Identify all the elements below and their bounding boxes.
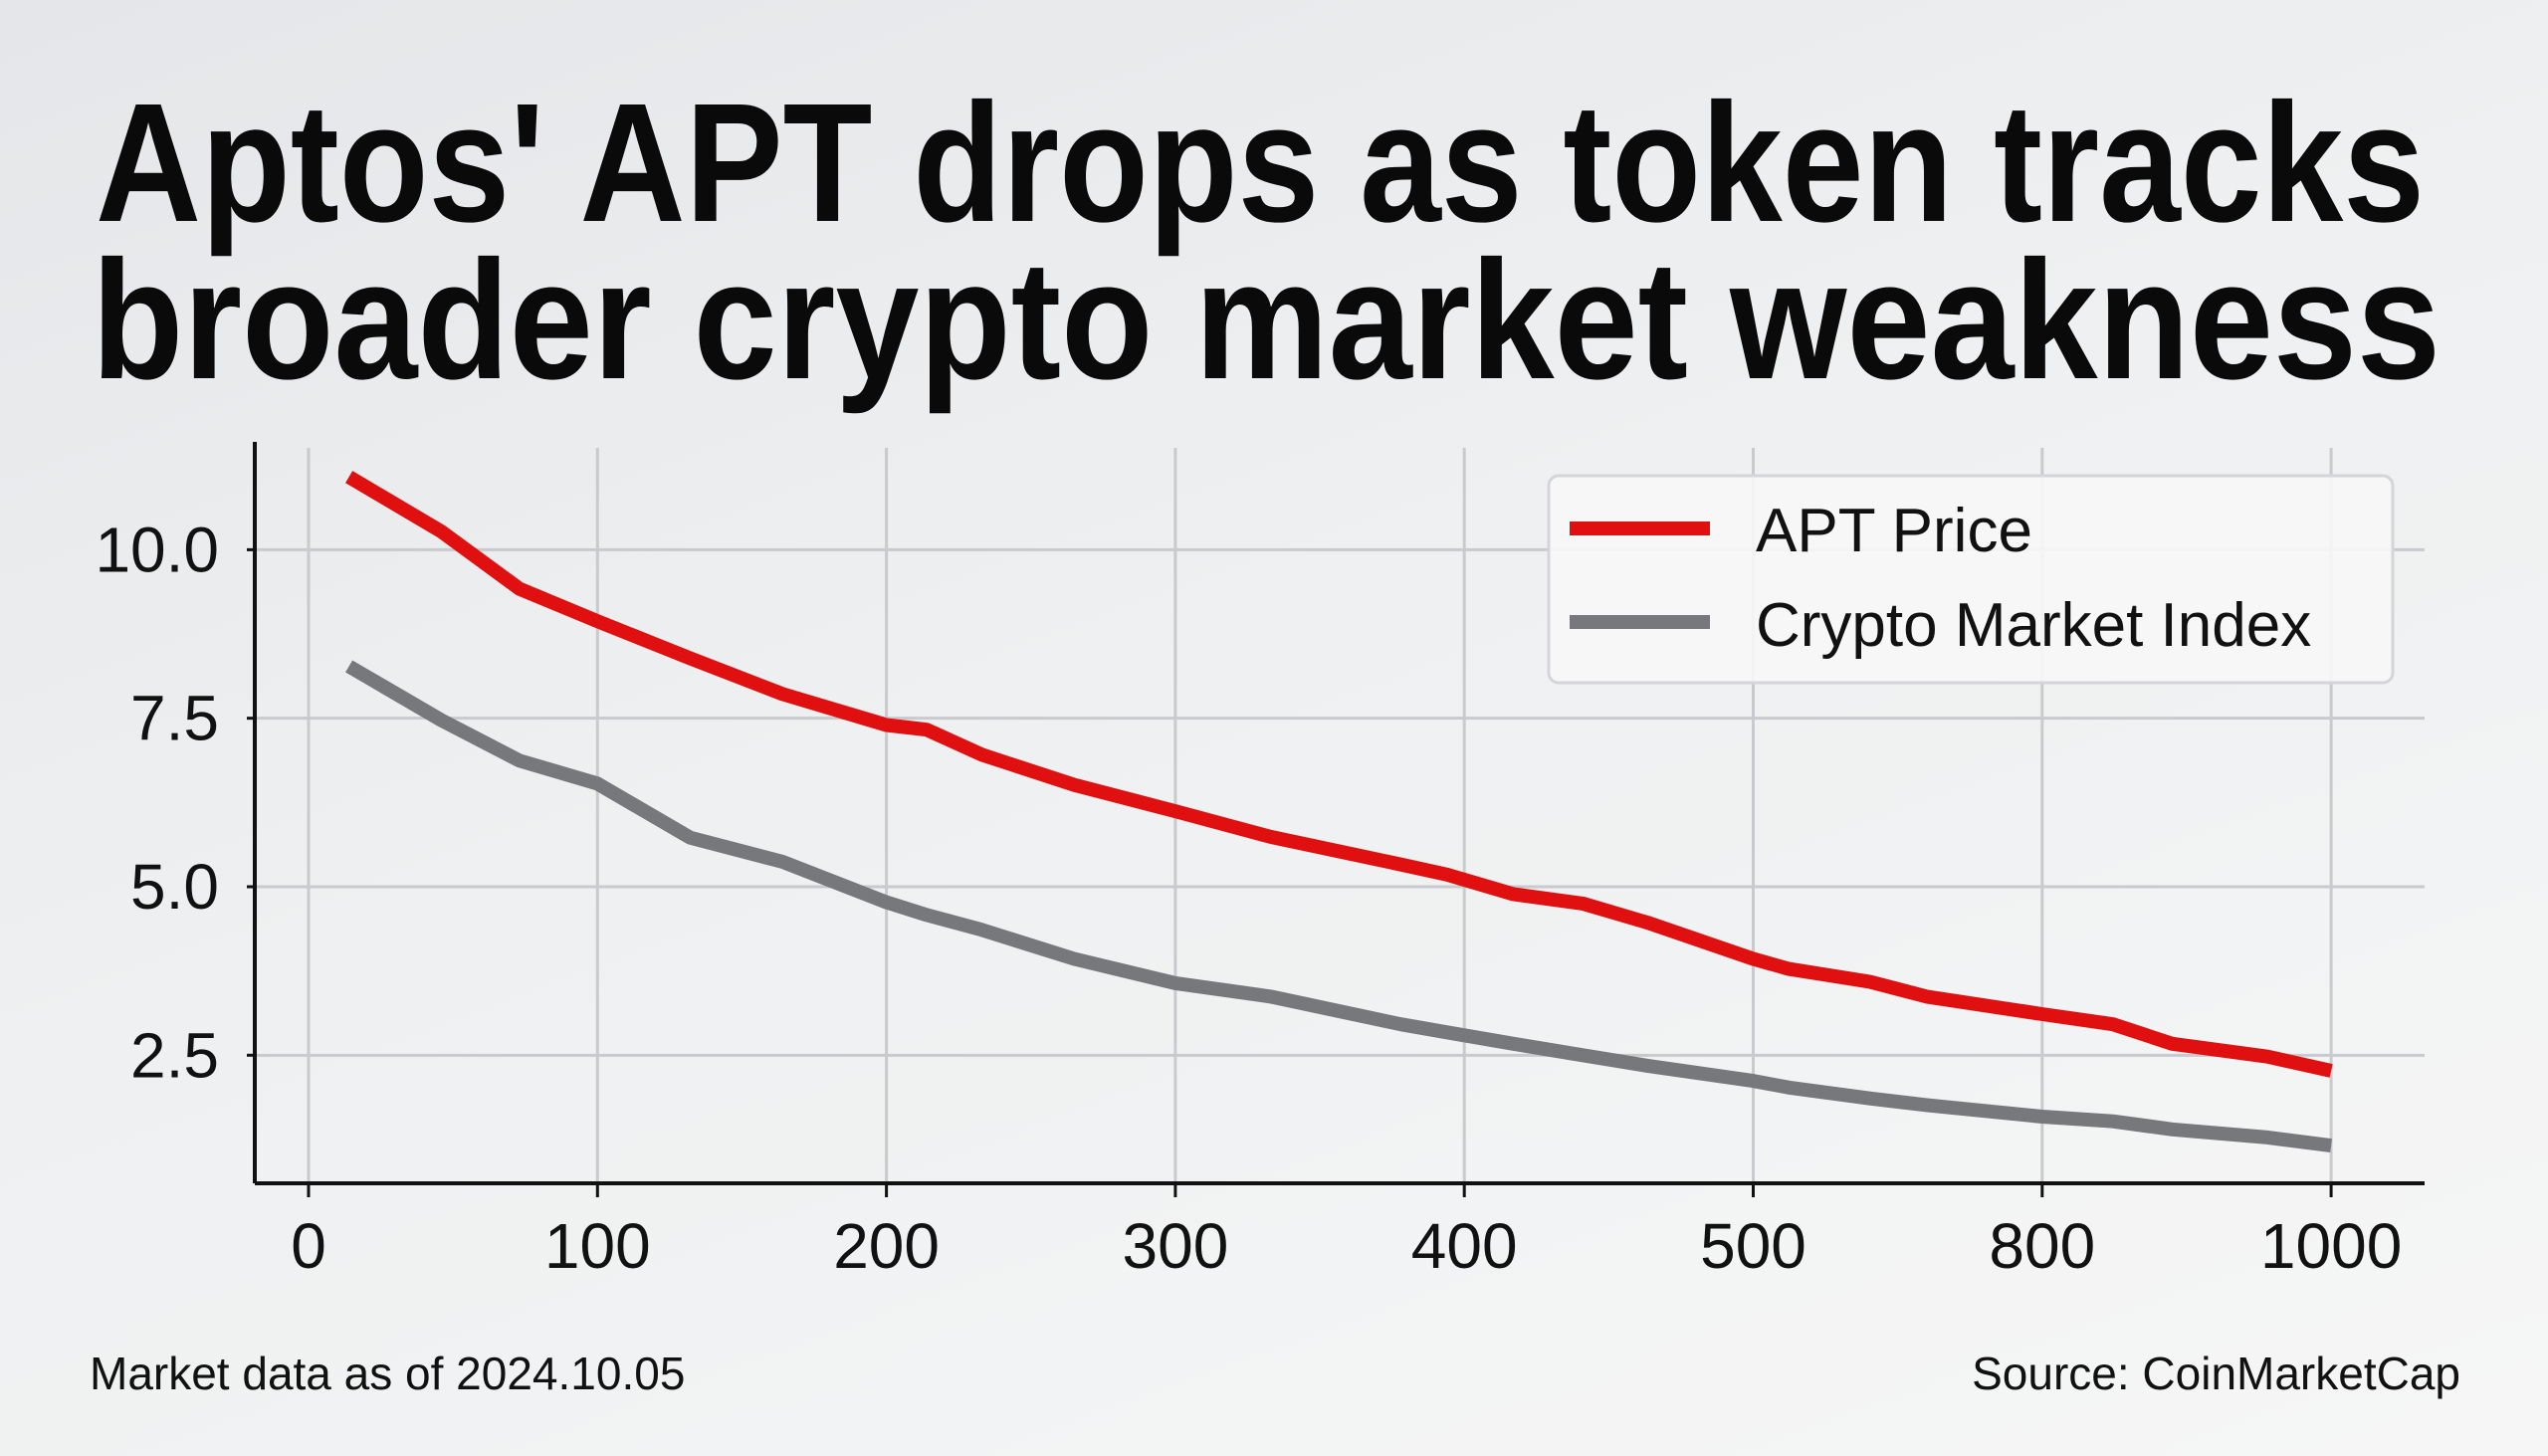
x-tick-label: 500: [1700, 1210, 1806, 1282]
footer-date-note: Market data as of 2024.10.05: [90, 1348, 685, 1399]
x-tick-label: 400: [1411, 1210, 1518, 1282]
legend: APT Price Crypto Market Index: [1547, 474, 2395, 685]
series-line-apt-price: [345, 471, 2333, 1078]
legend-label-crypto-market-index: Crypto Market Index: [1756, 591, 2311, 660]
x-tick-label: 800: [1989, 1210, 2095, 1282]
title-line-2: broader crypto market weakness: [92, 226, 2441, 415]
title-line-1: Aptos' APT drops as token tracks: [96, 69, 2425, 258]
y-tick-label: 10.0: [95, 514, 219, 585]
y-tick-label: 7.5: [130, 683, 219, 754]
y-tick-label: 2.5: [130, 1019, 219, 1091]
tick-labels: 0 100 200 300 400 500 800 1000 2.5 5.0 7.5 10.0: [95, 514, 2402, 1282]
x-tick-label: 1000: [2260, 1210, 2402, 1282]
x-tick-label: 300: [1123, 1210, 1229, 1282]
series-line-crypto-market-index: [345, 660, 2332, 1153]
legend-box: [1547, 474, 2395, 685]
x-tick-label: 200: [833, 1210, 940, 1282]
axes: [247, 442, 2425, 1197]
x-tick-label: 0: [291, 1210, 326, 1282]
y-tick-label: 5.0: [130, 851, 219, 923]
x-tick-label: 100: [544, 1210, 651, 1282]
footer-source: Source: CoinMarketCap: [1972, 1348, 2460, 1399]
legend-label-apt-price: APT Price: [1756, 497, 2032, 565]
series-lines: [345, 471, 2333, 1153]
